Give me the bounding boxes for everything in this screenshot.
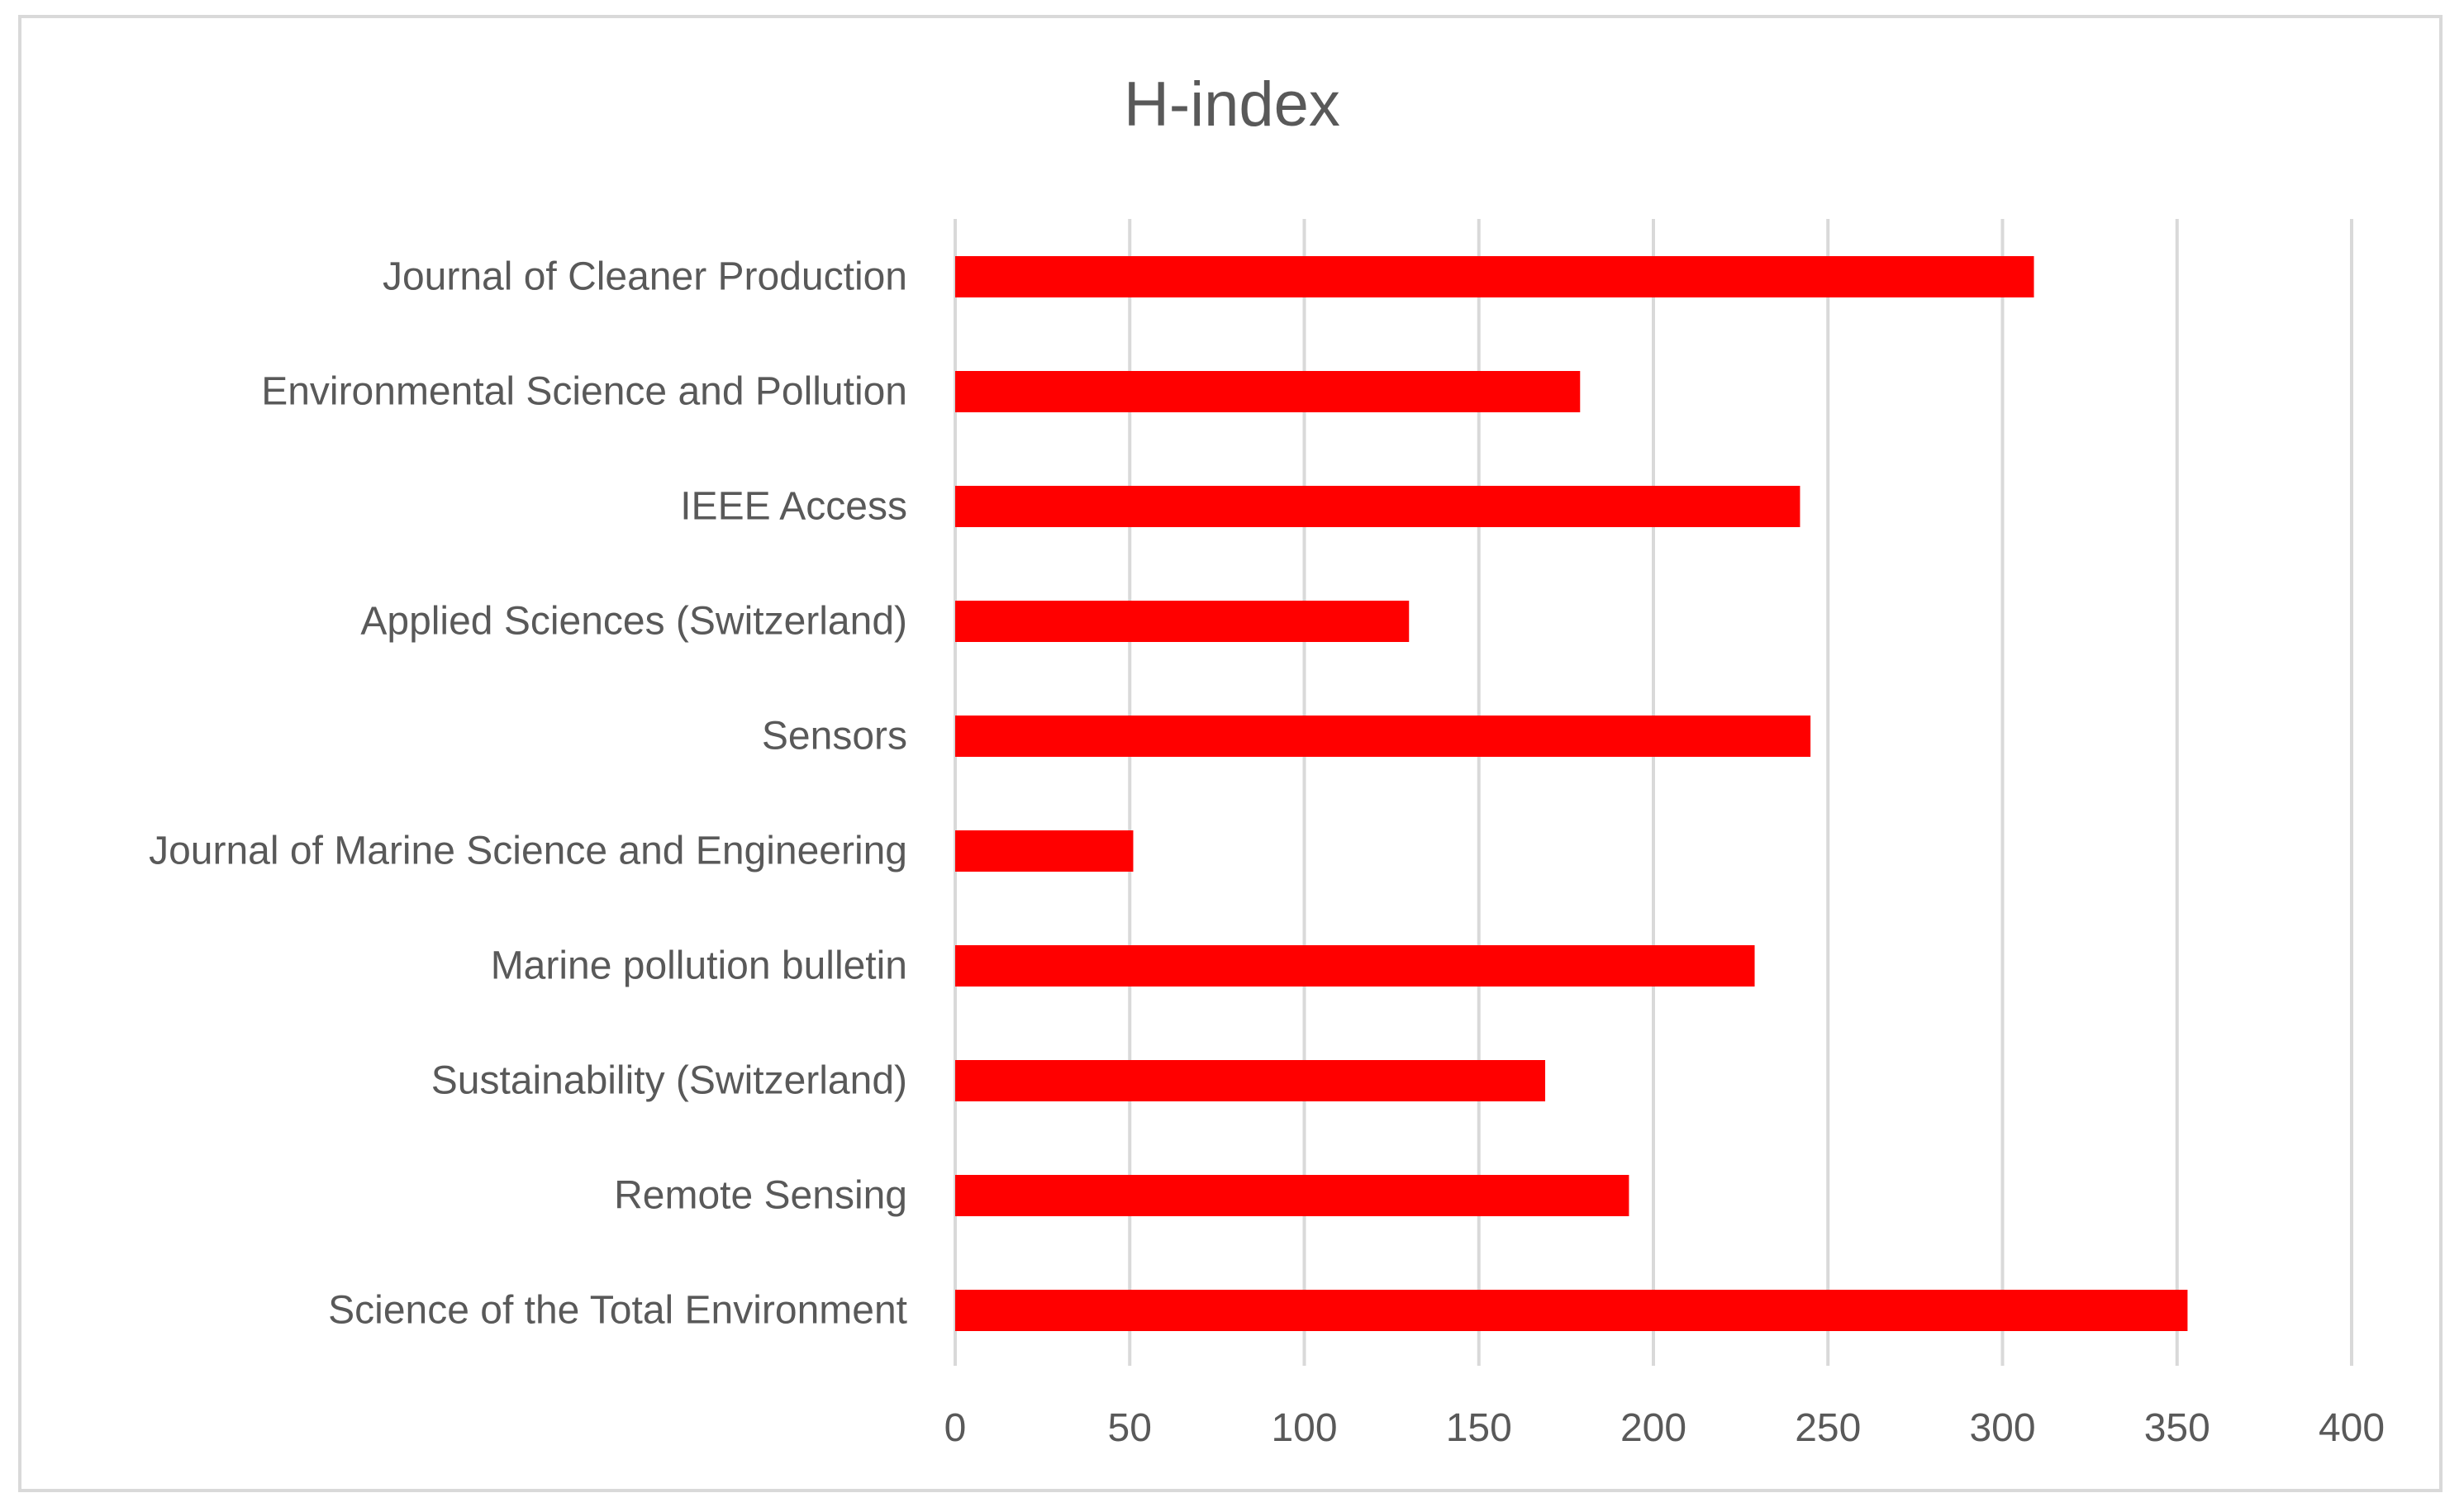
chart-title: H-index <box>1124 69 1340 140</box>
bar <box>955 256 2034 297</box>
bar <box>955 830 1134 872</box>
category-label: Applied Sciences (Switzerland) <box>360 600 907 644</box>
bar <box>955 1060 1546 1101</box>
bar <box>955 1175 1629 1216</box>
x-tick-label: 200 <box>1620 1406 1686 1450</box>
x-tick-labels: 0 50 100 150 200 250 300 350 400 <box>944 1406 2385 1450</box>
x-tick-label: 50 <box>1108 1406 1152 1450</box>
category-label: Sensors <box>762 715 907 758</box>
category-label: Environmental Science and Pollution <box>261 370 907 414</box>
bars <box>955 256 2188 1331</box>
bar <box>955 601 1410 642</box>
bar <box>955 371 1581 412</box>
category-labels: Journal of Cleaner Production Environment… <box>149 255 907 1333</box>
category-label: Journal of Cleaner Production <box>383 255 907 299</box>
x-tick-label: 0 <box>944 1406 967 1450</box>
bar <box>955 716 1811 757</box>
category-label: Sustainability (Switzerland) <box>431 1059 907 1103</box>
bar <box>955 486 1800 527</box>
x-tick-label: 300 <box>1969 1406 2035 1450</box>
x-tick-label: 100 <box>1271 1406 1337 1450</box>
x-tick-label: 400 <box>2319 1406 2385 1450</box>
category-label: Marine pollution bulletin <box>491 944 907 988</box>
category-label: Science of the Total Environment <box>328 1289 907 1333</box>
x-tick-label: 150 <box>1446 1406 1512 1450</box>
bar <box>955 945 1755 987</box>
category-label: IEEE Access <box>680 485 907 529</box>
x-tick-label: 250 <box>1795 1406 1861 1450</box>
x-tick-label: 350 <box>2144 1406 2210 1450</box>
bar <box>955 1290 2188 1331</box>
category-label: Remote Sensing <box>614 1174 907 1218</box>
category-label: Journal of Marine Science and Engineerin… <box>149 830 907 873</box>
